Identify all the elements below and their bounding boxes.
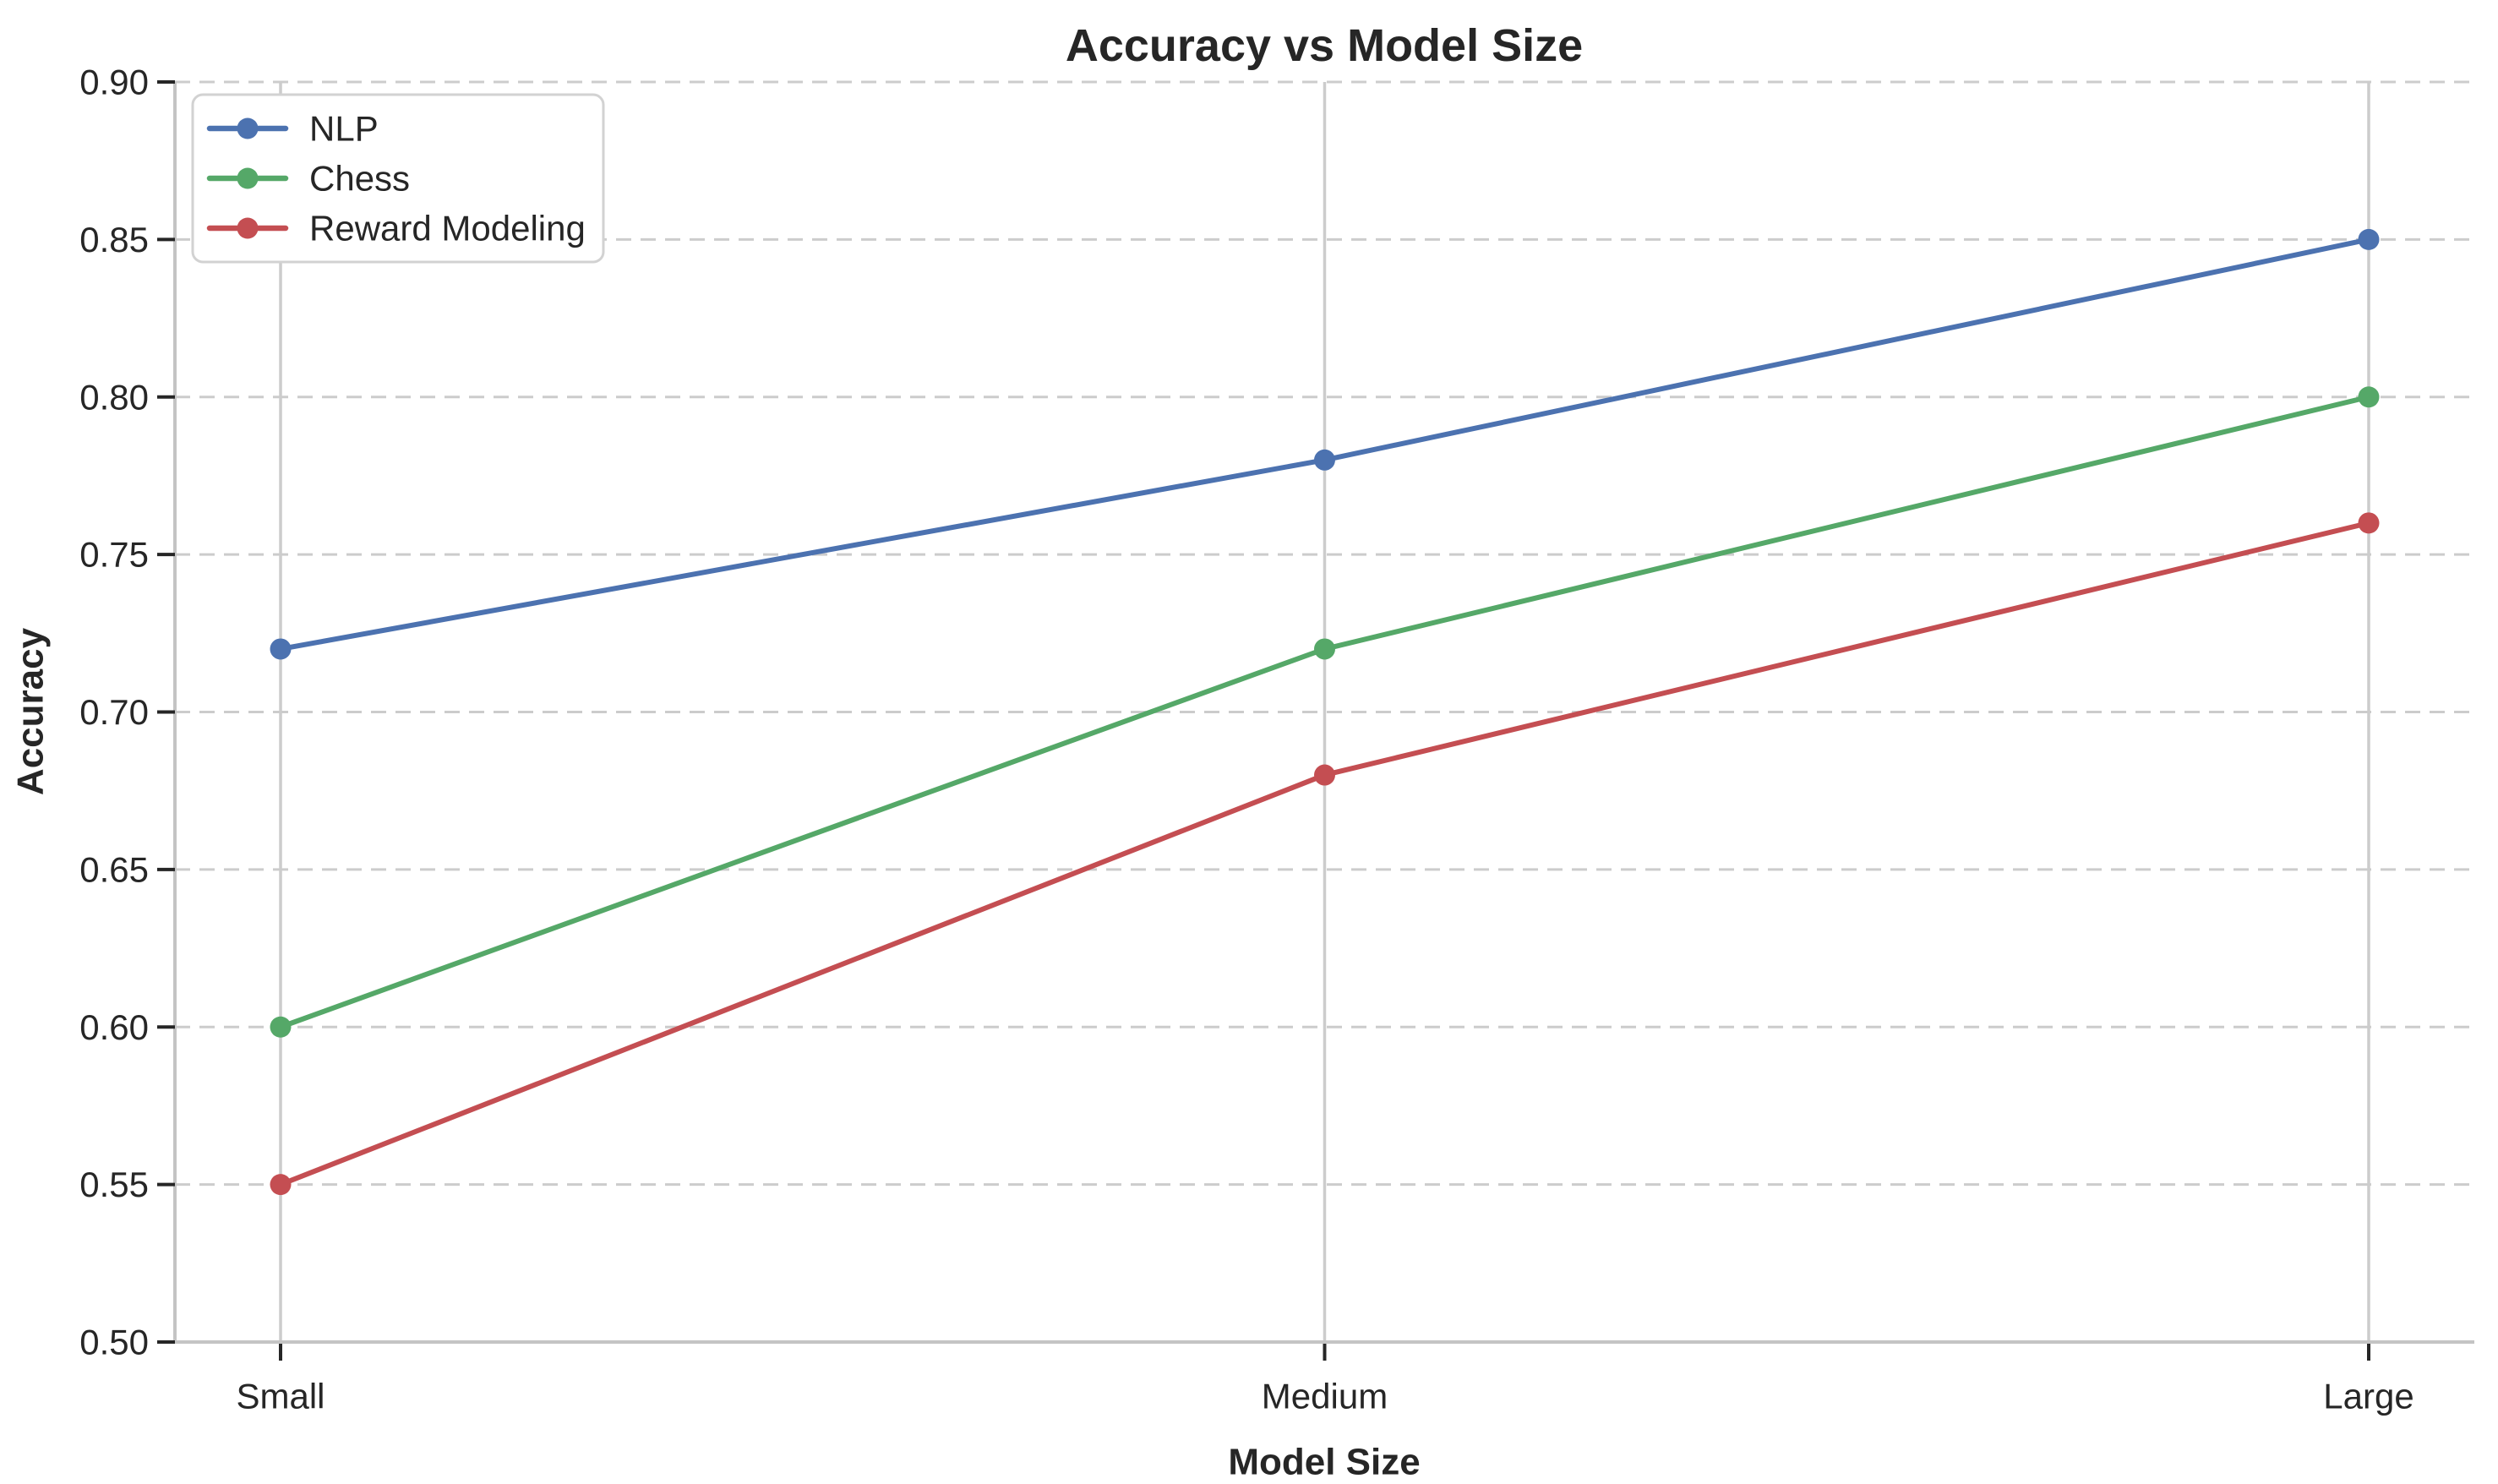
legend-label: Chess xyxy=(309,159,410,199)
series-chess xyxy=(270,386,2380,1038)
legend-marker-icon xyxy=(237,217,259,239)
x-tick-label: Small xyxy=(236,1377,325,1416)
x-axis-label: Model Size xyxy=(1228,1442,1420,1483)
x-tick-label: Large xyxy=(2323,1377,2413,1416)
y-tick-label: 0.65 xyxy=(79,849,149,889)
y-axis-label: Accuracy xyxy=(10,627,52,795)
data-point-marker-reward-modeling xyxy=(2358,512,2380,534)
chart-title: Accuracy vs Model Size xyxy=(1066,20,1583,71)
x-tick-label: Medium xyxy=(1262,1377,1388,1416)
legend xyxy=(191,93,605,264)
data-point-marker-chess xyxy=(270,1016,292,1038)
series-reward-modeling xyxy=(270,512,2380,1196)
y-tick-label: 0.75 xyxy=(79,535,149,575)
data-point-marker-nlp xyxy=(1314,449,1335,471)
data-point-marker-chess xyxy=(2358,386,2380,408)
data-point-marker-reward-modeling xyxy=(1314,764,1335,786)
data-point-marker-nlp xyxy=(2358,228,2380,250)
y-tick-label: 0.55 xyxy=(79,1165,149,1204)
y-tick-label: 0.80 xyxy=(79,377,149,417)
legend-item-reward-modeling: Reward Modeling xyxy=(206,209,586,248)
series-layer xyxy=(270,228,2380,1196)
grid-layer xyxy=(175,80,2474,1344)
axis-layer: 0.50 0.55 0.60 0.65 0.70 0.75 0.80 0.85 0.90 Smal… xyxy=(79,63,2474,1416)
legend-item-nlp: NLP xyxy=(206,109,379,149)
legend-label: NLP xyxy=(309,109,379,149)
series-nlp xyxy=(270,228,2380,660)
legend-item-chess: Chess xyxy=(206,159,410,199)
legend-label: Reward Modeling xyxy=(309,209,586,248)
data-point-marker-nlp xyxy=(270,638,292,660)
data-point-marker-chess xyxy=(1314,638,1335,660)
y-tick-label: 0.90 xyxy=(79,63,149,102)
y-tick-label: 0.50 xyxy=(79,1323,149,1362)
data-point-marker-reward-modeling xyxy=(270,1174,292,1196)
y-tick-label: 0.60 xyxy=(79,1007,149,1047)
legend-marker-icon xyxy=(237,117,259,139)
legend-marker-icon xyxy=(237,167,259,189)
legend-layer: NLP Chess Reward Modeling xyxy=(191,93,605,264)
y-tick-label: 0.70 xyxy=(79,692,149,732)
y-tick-label: 0.85 xyxy=(79,220,149,259)
